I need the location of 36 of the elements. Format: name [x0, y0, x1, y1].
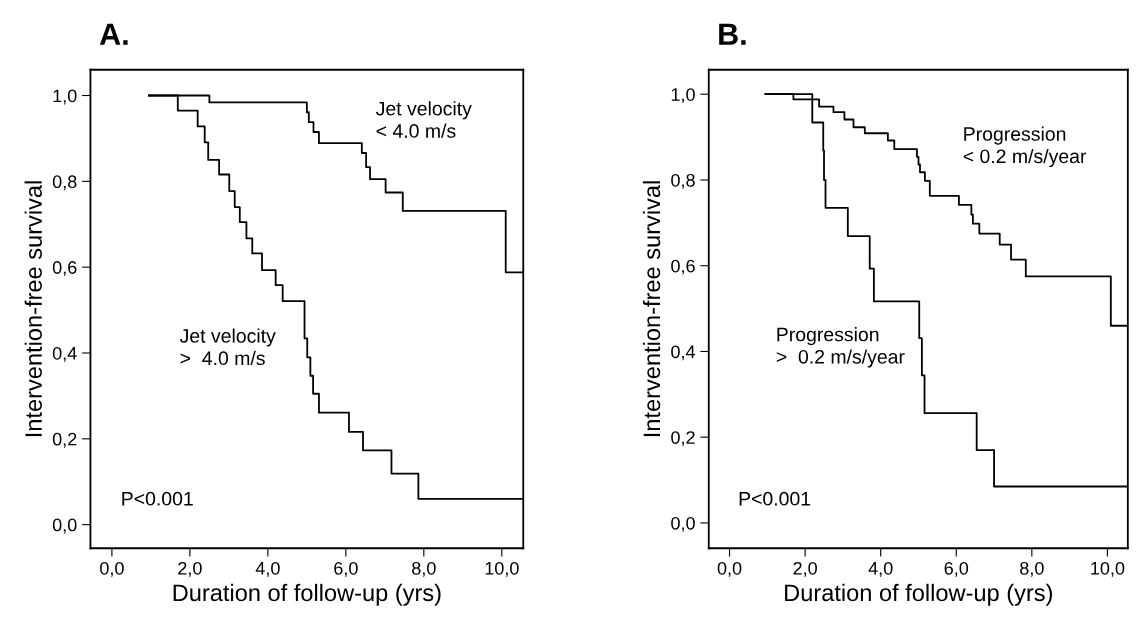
x-axis-title: Duration of follow-up (yrs) [785, 583, 1052, 606]
chart-title: A. [99, 23, 128, 45]
x-tick-label: 2,0 [178, 561, 202, 577]
y-tick-label: 1,0 [53, 89, 77, 105]
x-tick-label: 6,0 [944, 561, 969, 577]
x-tick-label: 8,0 [412, 561, 436, 577]
annotation: P<0.001 [739, 491, 811, 506]
x-tick-label: 4,0 [868, 561, 893, 577]
y-tick-label: 0,2 [52, 432, 77, 448]
series-label: Progression > 0.2 m/s/year [776, 327, 905, 368]
y-axis-title: Intervention-free survival [642, 181, 661, 437]
series-label: Jet velocity < 4.0 m/s [375, 101, 472, 138]
y-tick-label: 1,0 [671, 88, 695, 104]
x-tick-label: 8,0 [1020, 561, 1044, 577]
series-label: Progression < 0.2 m/s/year [963, 126, 1087, 168]
y-tick-label: 0,8 [671, 173, 695, 189]
y-tick-label: 0,8 [52, 175, 77, 191]
annotation: P<0.001 [122, 491, 193, 506]
y-tick-label: 0,6 [52, 261, 77, 277]
x-tick-label: 0,0 [100, 561, 124, 577]
x-tick-label: 10,0 [485, 561, 519, 577]
x-tick-label: 10,0 [1091, 561, 1125, 577]
x-tick-label: 4,0 [255, 561, 280, 577]
y-tick-label: 0,0 [671, 516, 695, 532]
y-tick-label: 0,6 [671, 259, 695, 275]
y-tick-label: 0,4 [671, 345, 696, 361]
y-tick-label: 0,2 [671, 431, 695, 447]
chart-title: B. [719, 23, 746, 45]
y-tick-label: 0,0 [52, 518, 77, 534]
y-axis-title: Intervention-free survival [24, 181, 42, 437]
x-tick-label: 2,0 [793, 561, 817, 577]
x-tick-label: 0,0 [717, 561, 742, 577]
x-axis-title: Duration of follow-up (yrs) [173, 583, 441, 606]
series-label: Jet velocity > 4.0 m/s [179, 328, 276, 366]
y-tick-label: 0,4 [52, 346, 77, 362]
x-tick-label: 6,0 [334, 561, 358, 577]
